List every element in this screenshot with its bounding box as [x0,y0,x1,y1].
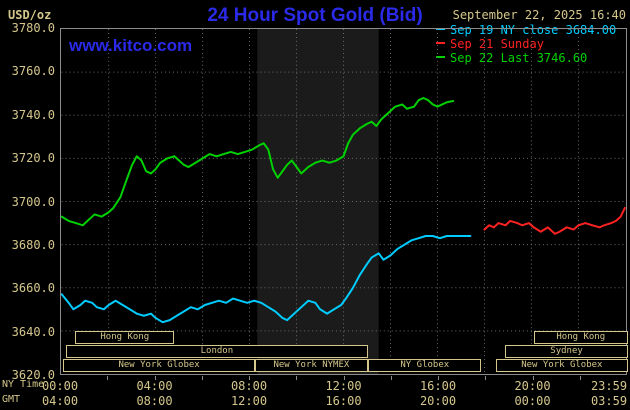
session-box-hong-kong: Hong Kong [75,331,175,344]
x-axis-tickmark [532,376,534,380]
kitco-watermark-link[interactable]: www.kitco.com [69,36,193,55]
x-axis-tickmark [438,376,439,380]
session-box-new-york-globex: New York Globex [495,359,628,372]
x-axis-tickmark [201,376,203,380]
legend-label: Sep 19 NY close 3684.00 [450,23,617,37]
session-box-hong-kong: Hong Kong [533,331,628,344]
x-axis-label-ny: 00:00 [41,379,79,393]
x-axis-label-gmt: 04:00 [41,394,79,408]
y-axis-label: 3700.0 [11,194,55,209]
series-line-green [61,97,455,227]
y-axis-label: 3720.0 [11,151,55,166]
chart-title: 24 Hour Spot Gold (Bid) [207,5,423,26]
legend-dash-icon [436,41,445,44]
x-axis-label-gmt: 16:00 [325,394,362,408]
y-axis-label: 3740.0 [11,107,55,122]
gmt-axis-caption: GMT [2,394,21,405]
x-axis-label-ny: 23:59 [590,379,628,393]
x-axis-tickmark [107,376,109,380]
series-line-red [483,206,626,235]
x-axis-label-ny: 08:00 [230,379,268,393]
x-axis-tickmark [579,376,581,380]
x-axis-tickmark [485,376,487,380]
y-axis-label: 3620.0 [11,368,55,382]
legend-dash-icon [436,55,445,58]
chart-datetime: September 22, 2025 16:40 [452,8,626,22]
x-axis-tickmark [343,376,345,380]
nymex-session-band [257,29,379,374]
legend-item-sep21: Sep 21 Sunday [436,37,616,51]
y-axis-unit-label: USD/oz [8,8,52,22]
session-box-london: London [65,345,369,358]
y-axis-label: 3640.0 [11,324,55,339]
x-axis-tickmark [296,376,298,380]
plot-area: Hong Kong Hong Kong London Sydney New York G… [60,28,628,375]
x-axis-label-ny: 20:00 [514,379,551,393]
x-axis-tickmark [154,376,156,380]
x-axis-label-gmt: 12:00 [230,394,268,408]
ny-time-axis-caption: NY Time [2,379,45,390]
x-axis-label-gmt: 03:59 [590,394,628,408]
x-axis-label-gmt: 08:00 [136,394,173,408]
series-line-cyan [61,235,472,324]
y-axis-label: 3780.0 [11,21,55,35]
x-axis-tickmark [390,376,392,380]
legend-label: Sep 21 Sunday [450,37,544,51]
y-axis-label: 3760.0 [11,64,55,79]
session-box-sydney: Sydney [505,345,628,358]
x-axis-label-gmt: 20:00 [419,394,457,408]
chart-canvas [61,29,626,374]
session-box-ny-globex: NY Globex [368,359,482,372]
y-axis-label: 3660.0 [11,281,55,296]
x-axis-label-ny: 12:00 [325,379,362,393]
x-axis-label-ny: 16:00 [419,379,457,393]
session-box-new-york-nymex: New York NYMEX [254,359,369,372]
session-box-new-york-globex: New York Globex [63,359,255,372]
x-axis-tickmark [249,376,250,380]
x-axis-label-gmt: 00:00 [514,394,551,408]
x-axis-label-ny: 04:00 [136,379,173,393]
y-axis-label: 3680.0 [11,237,55,252]
